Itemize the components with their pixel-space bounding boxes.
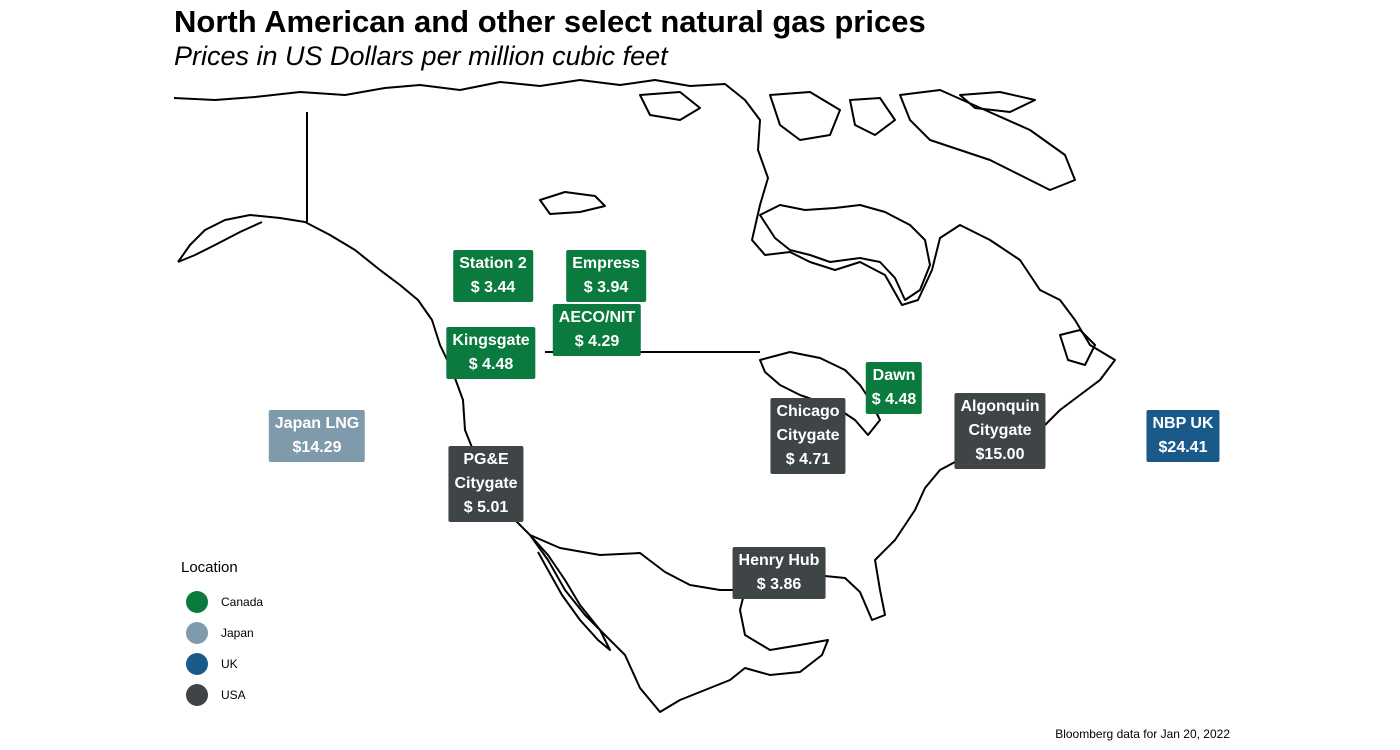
baja-california — [529, 534, 611, 651]
hub-name: Kingsgate — [452, 332, 530, 349]
hub-name-line1: PG&E — [463, 451, 509, 468]
hub-price: $ 4.71 — [785, 451, 831, 468]
source-caption: Bloomberg data for Jan 20, 2022 — [1055, 727, 1230, 741]
legend-item-canada: Canada — [181, 586, 263, 617]
hub-label-algonquin-citygate: Algonquin Citygate $15.00 — [954, 393, 1046, 469]
hub-name-line2: Citygate — [776, 427, 840, 444]
hub-price: $ 4.48 — [468, 356, 514, 373]
hub-name: Empress — [572, 255, 640, 272]
hub-label-station-2: Station 2 $ 3.44 — [453, 250, 533, 302]
legend-label: Canada — [221, 594, 264, 609]
legend-label: USA — [221, 687, 246, 702]
legend-swatch — [186, 590, 208, 613]
legend-item-uk: UK — [181, 648, 263, 679]
baffin-island — [899, 89, 1076, 191]
legend-title: Location — [181, 559, 238, 576]
hub-label-kingsgate: Kingsgate $ 4.48 — [446, 327, 536, 379]
us-mexico-border — [529, 534, 745, 591]
hub-label-nbp-uk: NBP UK $24.41 — [1146, 410, 1220, 462]
arctic-island-1 — [769, 91, 841, 141]
hub-name: NBP UK — [1152, 415, 1214, 432]
hub-label-empress: Empress $ 3.94 — [566, 250, 646, 302]
hub-label-aeco-nit: AECO/NIT $ 4.29 — [552, 304, 642, 356]
legend-label: UK — [221, 656, 238, 671]
hub-price: $ 3.94 — [583, 279, 629, 296]
hub-name-line2: Citygate — [454, 475, 518, 492]
hub-price: $ 3.86 — [756, 576, 802, 593]
hub-price: $ 5.01 — [463, 499, 509, 516]
hub-name: AECO/NIT — [558, 309, 636, 326]
hub-name-line1: Algonquin — [960, 398, 1040, 415]
newfoundland — [1059, 329, 1096, 366]
hudson-bay — [759, 204, 931, 301]
hub-name: Dawn — [872, 367, 916, 384]
great-lakes — [759, 351, 881, 436]
legend-swatch — [186, 621, 208, 644]
arctic-island-2 — [849, 97, 896, 136]
hub-name: Station 2 — [459, 255, 527, 272]
hub-price: $24.41 — [1158, 439, 1208, 456]
chart-subtitle: Prices in US Dollars per million cubic f… — [174, 41, 668, 71]
hub-price: $15.00 — [975, 446, 1025, 463]
legend-swatch — [186, 652, 208, 675]
legend: Location Canada Japan UK USA — [181, 559, 263, 710]
greenland-edge — [959, 91, 1036, 113]
hub-label-pg-e-citygate: PG&E Citygate $ 5.01 — [448, 446, 524, 522]
hub-name-line1: Chicago — [776, 403, 840, 420]
hub-label-henry-hub: Henry Hub $ 3.86 — [732, 547, 826, 599]
hub-name: Henry Hub — [738, 552, 820, 569]
hub-name-line2: Citygate — [968, 422, 1032, 439]
hub-price: $ 3.44 — [470, 279, 516, 296]
legend-label: Japan — [221, 625, 254, 640]
arctic-island-4 — [539, 191, 606, 215]
hub-price: $ 4.29 — [574, 333, 620, 350]
legend-items: Canada Japan UK USA — [181, 586, 263, 710]
hub-label-japan-lng: Japan LNG $14.29 — [268, 410, 366, 462]
arctic-island-3 — [639, 91, 701, 121]
alaska-peninsula — [177, 221, 263, 263]
legend-swatch — [186, 683, 208, 706]
hub-label-chicago-citygate: Chicago Citygate $ 4.71 — [770, 398, 846, 474]
chart-title: North American and other select natural … — [174, 4, 926, 39]
hub-price: $ 4.48 — [871, 391, 917, 408]
hub-label-dawn: Dawn $ 4.48 — [865, 362, 923, 414]
legend-item-japan: Japan — [181, 617, 263, 648]
hub-price: $14.29 — [292, 439, 342, 456]
hub-name: Japan LNG — [274, 415, 360, 432]
legend-item-usa: USA — [181, 679, 263, 710]
